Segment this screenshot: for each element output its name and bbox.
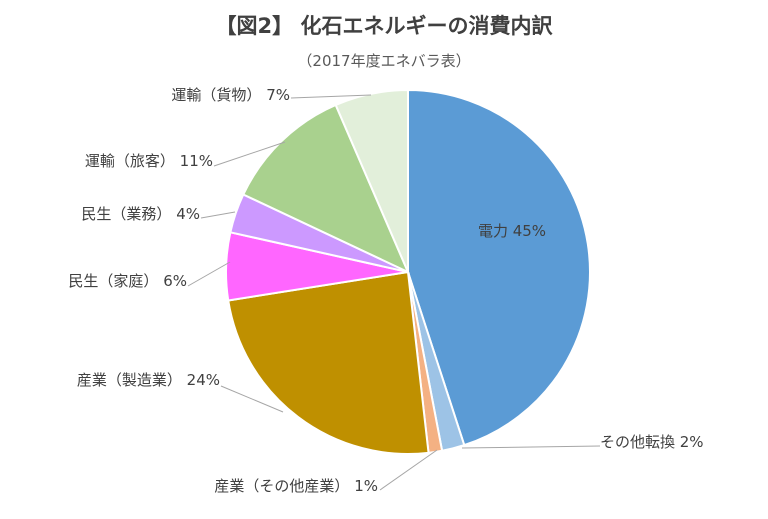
leader-line xyxy=(461,445,601,449)
slice-label: 電力 45% xyxy=(478,222,546,240)
slice-label: 民生（家庭） 6% xyxy=(68,272,187,290)
pie-slice xyxy=(227,270,430,455)
leader-line xyxy=(379,449,438,491)
leader-line xyxy=(290,94,372,99)
chart-title: 【図2】 化石エネルギーの消費内訳 xyxy=(215,14,553,38)
leader-line xyxy=(187,261,231,287)
slice-label: 産業（その他産業） 1% xyxy=(214,477,378,495)
slice-label: その他転換 2% xyxy=(600,433,704,451)
leader-line xyxy=(200,211,236,219)
slice-label: 運輸（貨物） 7% xyxy=(171,86,290,104)
slice-label: 運輸（旅客） 11% xyxy=(85,152,213,170)
leader-line xyxy=(220,385,284,413)
chart-subtitle: （2017年度エネバラ表） xyxy=(297,52,471,70)
pie-slice xyxy=(334,88,409,273)
slice-label: 民生（業務） 4% xyxy=(81,205,200,223)
slice-label: 産業（製造業） 24% xyxy=(77,371,220,389)
pie-slice xyxy=(241,103,410,275)
leader-line xyxy=(213,141,286,167)
pie-slice xyxy=(407,88,591,447)
